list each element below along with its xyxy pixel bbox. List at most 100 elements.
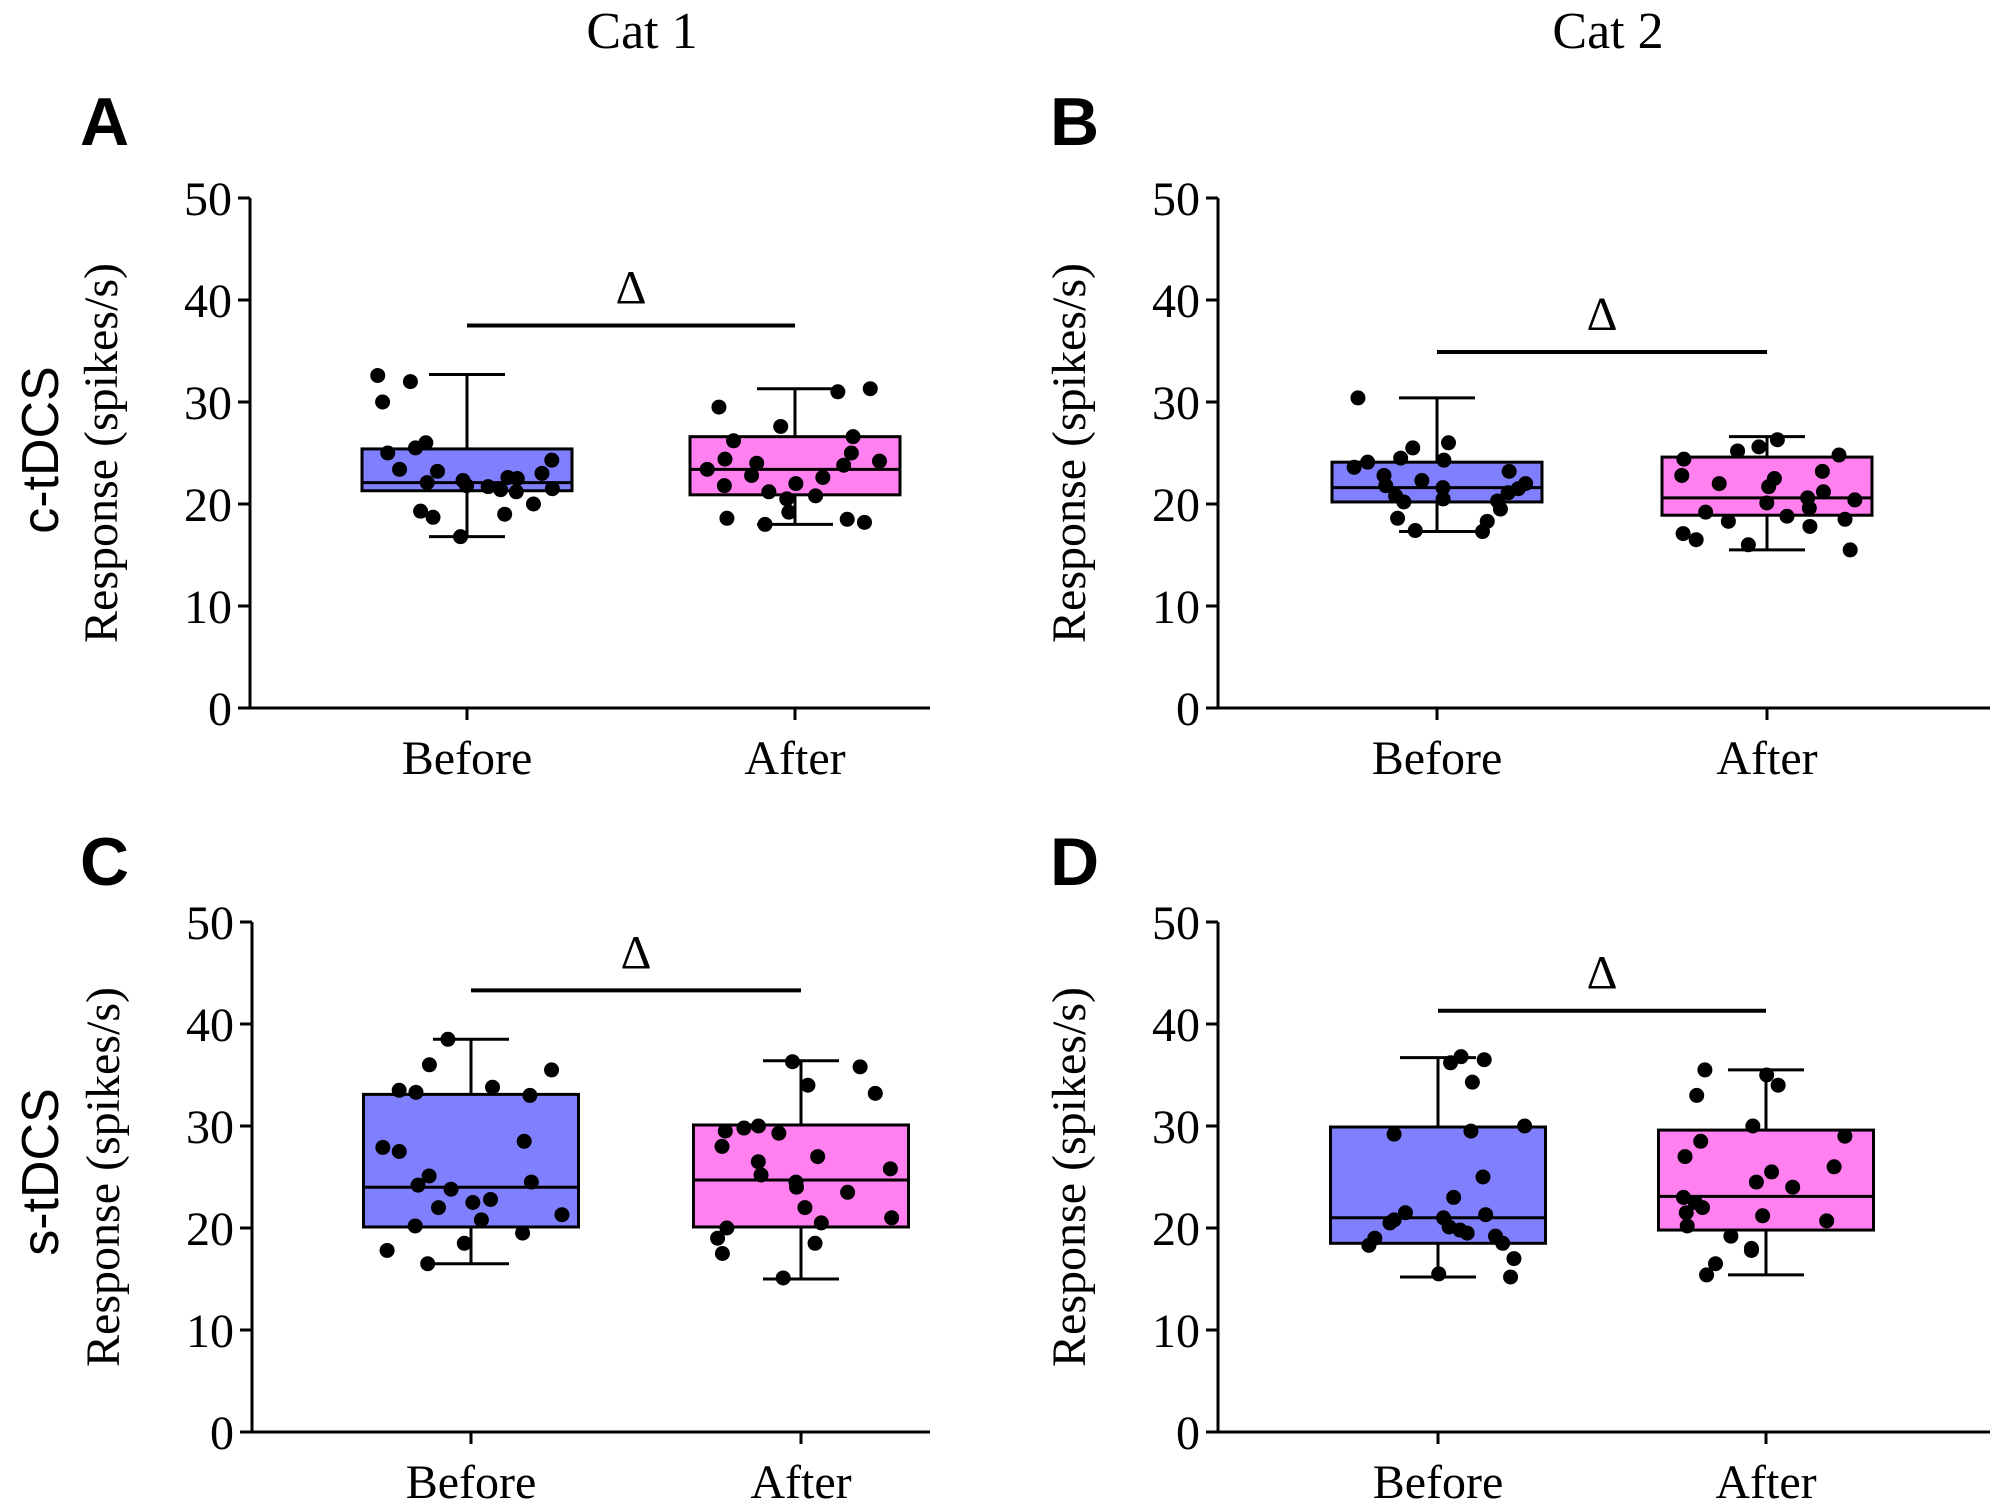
panel-c-significance-marker: Δ xyxy=(621,926,652,979)
panel-c-y-tick-label: 20 xyxy=(186,1203,234,1256)
panel-letter-a: A xyxy=(80,84,129,160)
panel-d-after-point xyxy=(1745,1118,1761,1134)
panel-c-after-point xyxy=(750,1154,766,1170)
panel-b-x-tick-label-after: After xyxy=(1716,732,1817,785)
panel-d-before-point xyxy=(1464,1074,1480,1090)
panel-a-before-point xyxy=(544,452,560,468)
panel-a-after-point xyxy=(749,455,765,471)
panel-d-before-point xyxy=(1506,1251,1522,1267)
panel-b-y-tick-label: 40 xyxy=(1152,275,1200,328)
panel-a-before-point xyxy=(493,482,509,498)
panel-b-significance-marker: Δ xyxy=(1587,288,1618,341)
panel-d-before-box xyxy=(1329,1125,1547,1245)
panel-a-after-point xyxy=(699,461,715,477)
panel-d-before-point xyxy=(1503,1269,1519,1285)
panel-d-after-point xyxy=(1678,1205,1694,1221)
panel-d-after-point xyxy=(1770,1077,1786,1093)
panel-d-before-point xyxy=(1431,1266,1447,1282)
panel-c-before-point xyxy=(430,1200,446,1216)
panel-c-before-point xyxy=(483,1191,499,1207)
panel-d-before-point xyxy=(1475,1169,1491,1185)
panel-d-before-point xyxy=(1446,1189,1462,1205)
panel-b-after-point xyxy=(1761,479,1777,495)
panel-c-x-tick-label-after: After xyxy=(750,1456,851,1505)
panel-c-after-point xyxy=(775,1270,791,1286)
panel-d-before-point xyxy=(1517,1118,1533,1134)
panel-a-before-point xyxy=(534,465,550,481)
panel-a-after-point xyxy=(711,399,727,415)
panel-b-after-point xyxy=(1751,439,1767,455)
panel-d-after-point xyxy=(1677,1149,1693,1165)
panel-d-after-point xyxy=(1764,1164,1780,1180)
panel-c-after-point xyxy=(736,1120,752,1136)
panel-b-after-point xyxy=(1711,476,1727,492)
panel-c-before-point xyxy=(465,1195,481,1210)
panel-d-after-point xyxy=(1675,1189,1691,1205)
panel-b-before-point xyxy=(1405,440,1421,456)
panel-c-before-point xyxy=(391,1082,407,1098)
panel-c-after-point xyxy=(719,1220,735,1236)
panel-c-before-point xyxy=(522,1087,538,1103)
panel-c-before-point xyxy=(485,1079,501,1095)
panel-c-after-point xyxy=(789,1179,805,1195)
panel-a-before-point xyxy=(425,509,441,525)
panel-a-after-point xyxy=(830,384,846,400)
panel-b-before-point xyxy=(1500,485,1516,501)
panel-c-y-axis-label: Response (spikes/s) xyxy=(77,987,130,1367)
panel-c-before-point xyxy=(410,1177,426,1193)
panel-c-after-point xyxy=(810,1149,826,1165)
panel-d-after-point xyxy=(1679,1218,1695,1234)
panel-c-after-point xyxy=(771,1125,787,1141)
panel-b-y-tick-label: 10 xyxy=(1152,581,1200,634)
panel-c-y-tick-label: 30 xyxy=(186,1101,234,1154)
panel-c-x-tick-label-before: Before xyxy=(406,1456,537,1505)
panel-b-y-tick-label: 20 xyxy=(1152,479,1200,532)
panel-c-before-point xyxy=(440,1031,456,1047)
panel-d-after-point xyxy=(1723,1228,1739,1244)
panel-b-after-point xyxy=(1831,447,1847,463)
panel-a-after-point xyxy=(856,514,872,530)
panel-c-y-tick-label: 10 xyxy=(186,1305,234,1358)
panel-d-before-point xyxy=(1361,1237,1377,1253)
panel-a-before-point xyxy=(429,463,445,479)
panel-a-before-point xyxy=(497,506,513,522)
panel-d-after-point xyxy=(1837,1128,1853,1144)
panel-a-y-axis-label: Response (spikes/s) xyxy=(75,263,128,643)
panel-letter-b: B xyxy=(1050,84,1099,160)
panel-c-before-point xyxy=(420,1256,436,1272)
panel-d-y-tick-label: 40 xyxy=(1152,999,1200,1052)
panel-d-after-point xyxy=(1826,1159,1842,1175)
panel-d-after-point xyxy=(1743,1242,1759,1258)
panel-a-y-tick-label: 30 xyxy=(184,377,232,430)
panel-d-y-tick-label: 0 xyxy=(1176,1407,1200,1460)
panel-b-before-point xyxy=(1360,454,1376,470)
panel-c-before-point xyxy=(443,1181,459,1197)
panel-a-y-tick-label: 10 xyxy=(184,581,232,634)
panel-b-before-point xyxy=(1414,473,1430,489)
panel-a-before-point xyxy=(419,475,435,491)
panel-b-y-axis-label: Response (spikes/s) xyxy=(1043,263,1096,643)
panel-b-before-point xyxy=(1346,459,1362,475)
panel-a-after-point xyxy=(761,484,777,500)
panel-c-after-point xyxy=(710,1230,726,1246)
panel-a-before-point xyxy=(480,479,496,495)
panel-b-y-tick-label: 30 xyxy=(1152,377,1200,430)
panel-c-before-point xyxy=(375,1139,391,1155)
panel-c-after-point xyxy=(797,1200,813,1216)
panel-d-x-tick-label-after: After xyxy=(1715,1456,1816,1505)
panel-c-before-point xyxy=(473,1212,489,1228)
panel-a-before-point xyxy=(452,529,468,545)
panel-a-after-point xyxy=(717,451,733,467)
panel-d-before-point xyxy=(1382,1215,1398,1231)
panel-d-y-tick-label: 20 xyxy=(1152,1203,1200,1256)
panel-b-y-tick-label: 0 xyxy=(1176,683,1200,736)
panel-c-after-point xyxy=(714,1138,730,1154)
panel-c-after-point xyxy=(753,1167,769,1183)
panel-b-after-point xyxy=(1815,484,1831,500)
panel-c-after-point xyxy=(852,1059,868,1075)
panel-a-significance-marker: Δ xyxy=(616,262,647,315)
panel-d-after-point xyxy=(1819,1213,1835,1229)
panel-c-after-point xyxy=(807,1235,823,1251)
panel-a-before-point xyxy=(380,445,396,461)
